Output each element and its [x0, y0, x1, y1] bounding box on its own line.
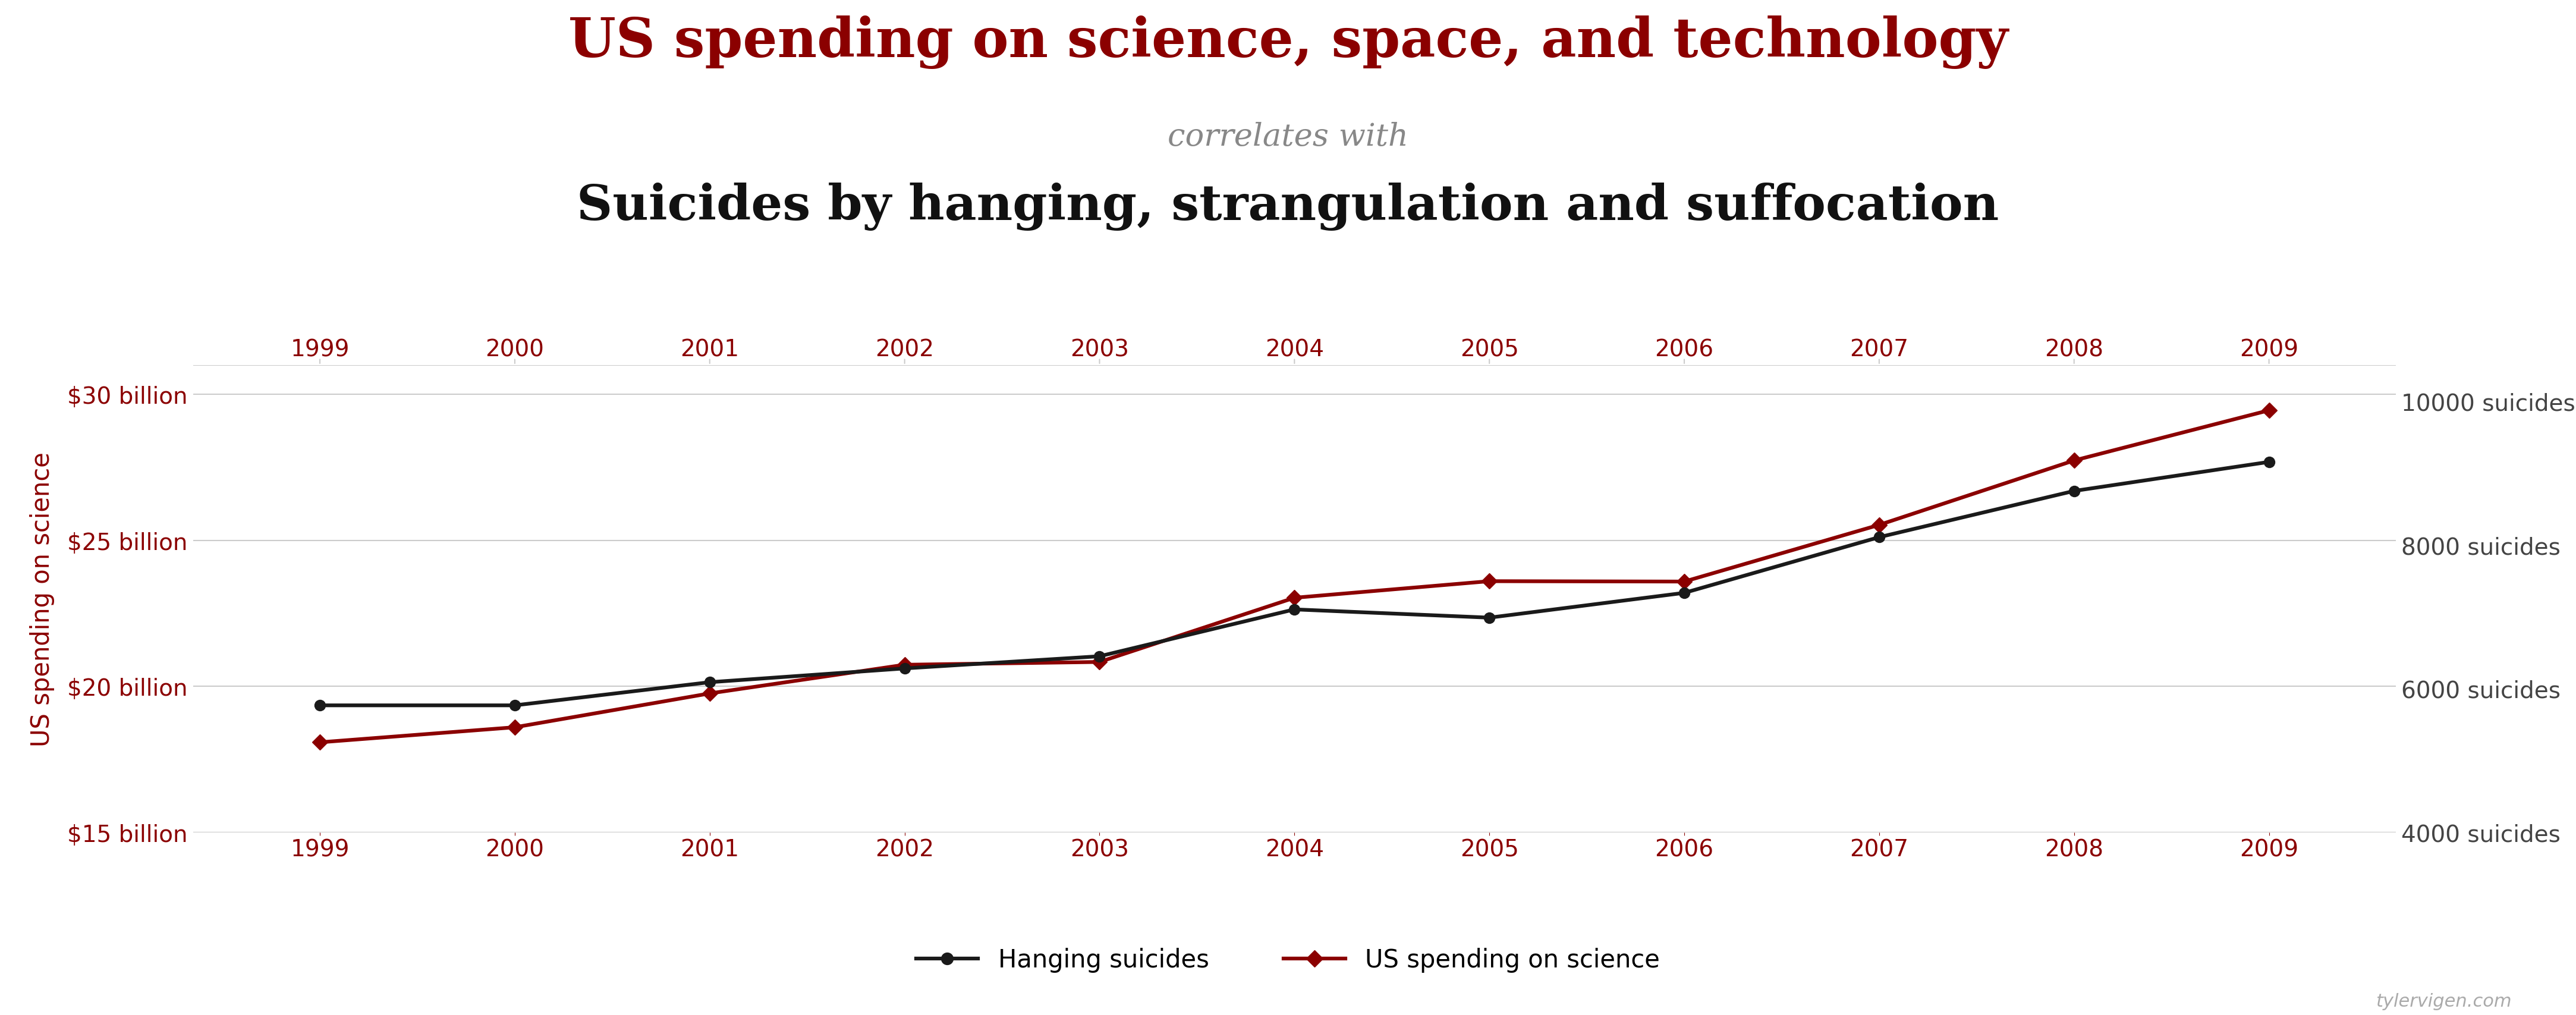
US spending on science — [696, 687, 726, 699]
US spending on science — [1862, 519, 1893, 531]
Text: Suicides by hanging, strangulation and suffocation: Suicides by hanging, strangulation and s… — [577, 183, 1999, 230]
Hanging suicides — [1473, 612, 1504, 624]
US spending on science — [1669, 576, 1700, 588]
US spending on science — [889, 659, 920, 671]
Hanging suicides — [1084, 651, 1115, 663]
Hanging suicides — [1280, 604, 1311, 616]
US spending on science — [1473, 576, 1504, 588]
Text: correlates with: correlates with — [1167, 122, 1409, 152]
Hanging suicides — [2254, 456, 2285, 468]
Hanging suicides — [2058, 485, 2089, 497]
Hanging suicides — [1862, 531, 1893, 543]
Text: US spending on science, space, and technology: US spending on science, space, and techn… — [569, 15, 2007, 69]
Legend: Hanging suicides, US spending on science: Hanging suicides, US spending on science — [907, 938, 1669, 983]
US spending on science — [2254, 405, 2285, 417]
Hanging suicides — [889, 663, 920, 675]
US spending on science — [304, 736, 335, 748]
US spending on science — [1084, 656, 1115, 668]
Hanging suicides — [500, 699, 531, 712]
US spending on science — [2058, 455, 2089, 467]
Y-axis label: US spending on science: US spending on science — [31, 452, 54, 746]
Text: tylervigen.com: tylervigen.com — [2375, 993, 2512, 1010]
Line: US spending on science: US spending on science — [314, 405, 2275, 748]
Hanging suicides — [696, 676, 726, 688]
US spending on science — [1280, 592, 1311, 604]
Line: Hanging suicides: Hanging suicides — [314, 457, 2275, 710]
Hanging suicides — [304, 699, 335, 712]
Hanging suicides — [1669, 587, 1700, 599]
US spending on science — [500, 722, 531, 734]
